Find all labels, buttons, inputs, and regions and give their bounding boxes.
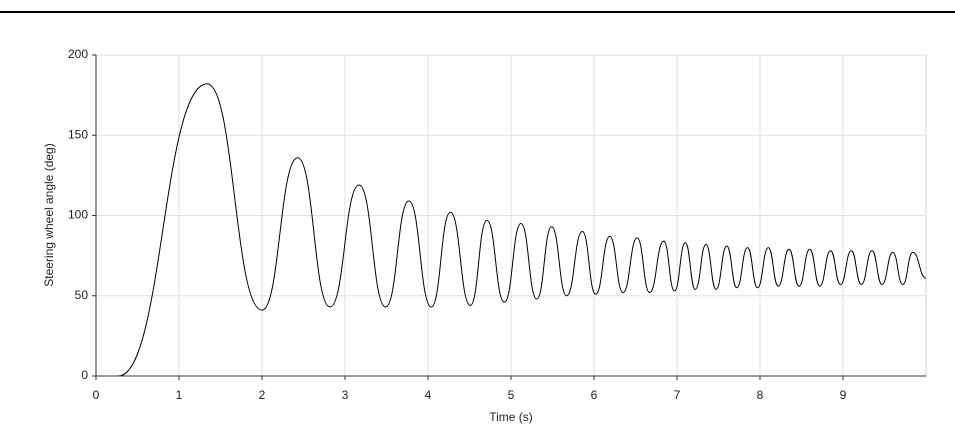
y-tick-label: 50: [75, 288, 89, 302]
y-axis-label: Steering wheel angle (deg): [42, 143, 56, 286]
x-tick-label: 7: [674, 388, 681, 402]
x-tick-label: 8: [757, 388, 764, 402]
y-tick-label: 150: [68, 127, 88, 141]
y-tick-label: 200: [68, 47, 88, 61]
y-tick-label: 0: [81, 368, 88, 382]
x-tick-label: 9: [840, 388, 847, 402]
plot-area: [96, 83, 927, 377]
x-tick-label: 4: [425, 388, 432, 402]
x-tick-label: 1: [176, 388, 183, 402]
x-tick-label: 5: [508, 388, 515, 402]
x-tick-label: 0: [93, 388, 100, 402]
data-line: [96, 83, 927, 377]
x-axis-label: Time (s): [489, 410, 533, 424]
grid: [95, 54, 926, 377]
x-tick-label: 3: [342, 388, 349, 402]
x-tick-label: 6: [591, 388, 598, 402]
x-tick-label: 2: [259, 388, 266, 402]
y-tick-label: 100: [68, 208, 88, 222]
